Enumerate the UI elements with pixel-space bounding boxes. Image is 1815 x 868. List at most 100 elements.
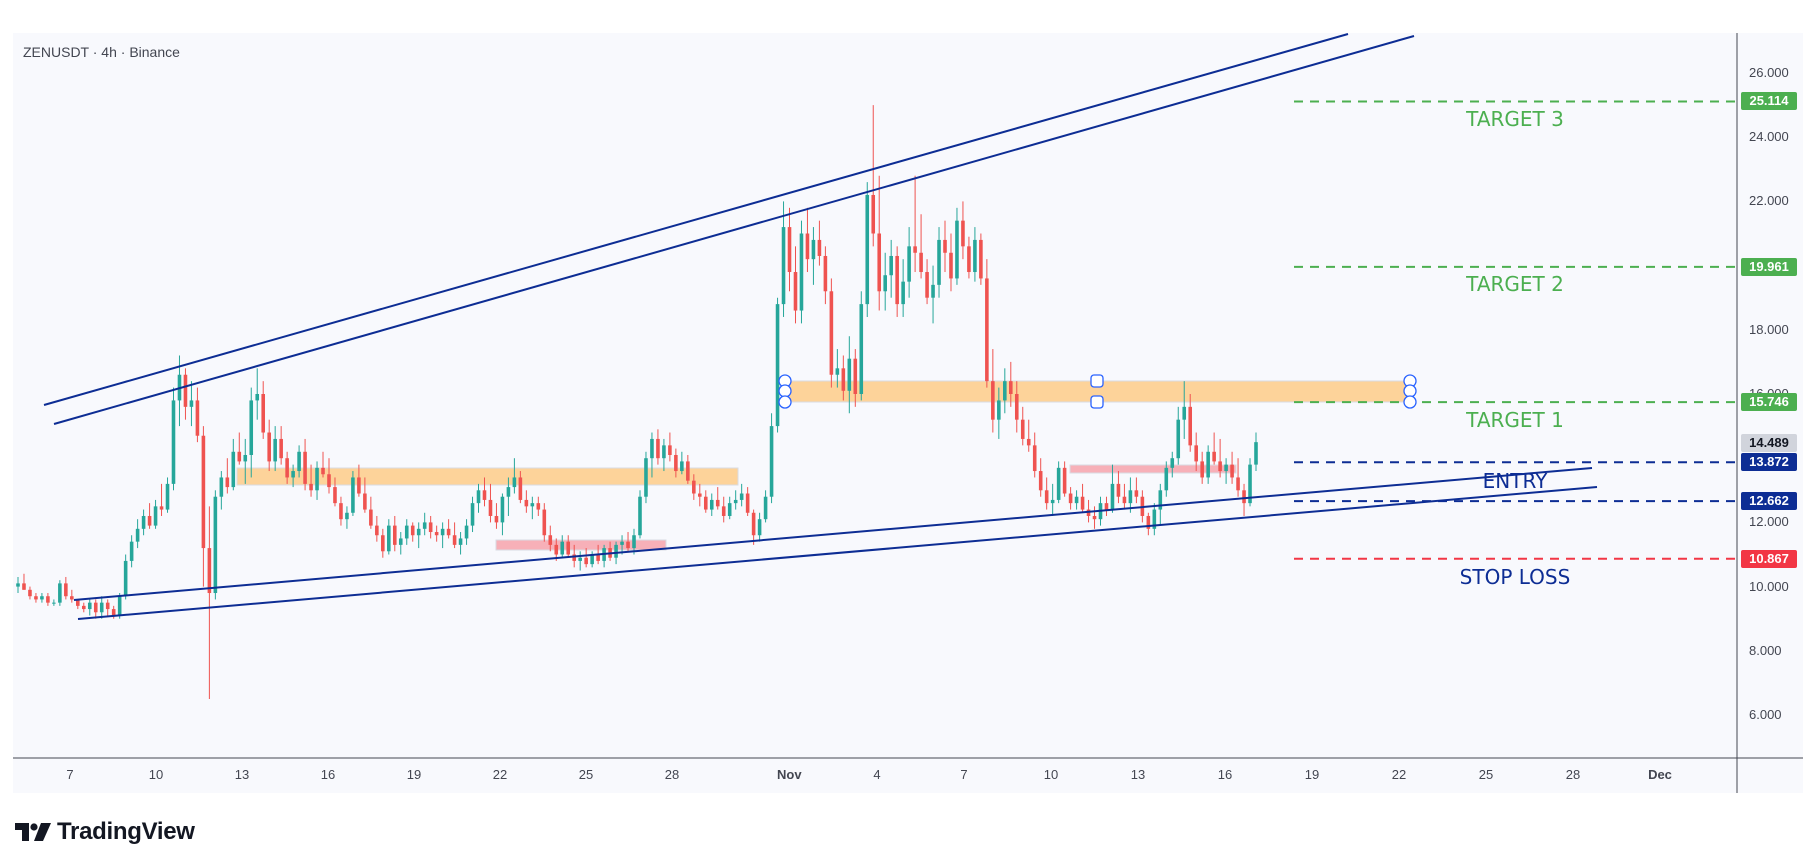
support-zone-right[interactable] bbox=[1069, 464, 1237, 474]
candlesticks bbox=[16, 105, 1258, 699]
candle bbox=[189, 381, 194, 427]
candle bbox=[961, 201, 965, 260]
wedge-upper-2[interactable] bbox=[53, 35, 1415, 425]
candle bbox=[512, 458, 517, 494]
drag-handle-square[interactable] bbox=[1090, 374, 1104, 388]
candle bbox=[464, 519, 469, 545]
drag-handle-square[interactable] bbox=[1090, 395, 1104, 409]
candle bbox=[620, 535, 624, 555]
drag-handle-circle[interactable] bbox=[778, 384, 792, 398]
candle bbox=[488, 483, 493, 523]
drawing-handles[interactable] bbox=[778, 374, 1417, 409]
candle bbox=[751, 509, 756, 545]
candle bbox=[686, 454, 690, 484]
candle bbox=[907, 227, 911, 298]
candle bbox=[889, 239, 893, 298]
candle bbox=[584, 548, 588, 568]
candle bbox=[470, 496, 475, 533]
candle bbox=[997, 387, 1001, 439]
time-tick-label: 13 bbox=[1130, 767, 1146, 782]
price-tag: 14.489 bbox=[1741, 433, 1797, 452]
wedge-lower-1[interactable] bbox=[73, 467, 1593, 601]
candle bbox=[656, 429, 660, 465]
candle bbox=[1236, 458, 1240, 497]
candle bbox=[853, 349, 858, 407]
candle bbox=[530, 496, 535, 520]
candle bbox=[817, 220, 822, 266]
price-tick-label: 18.000 bbox=[1749, 321, 1789, 337]
candle bbox=[207, 506, 212, 699]
drag-handle-circle[interactable] bbox=[1403, 384, 1417, 398]
time-tick-label: 16 bbox=[1217, 767, 1233, 782]
price-tag: 13.872 bbox=[1741, 453, 1797, 472]
candle bbox=[805, 207, 810, 273]
candle bbox=[662, 438, 666, 472]
drag-handle-circle[interactable] bbox=[778, 395, 792, 409]
candle bbox=[392, 515, 397, 552]
zones-layer bbox=[236, 380, 1411, 551]
support-zone-left[interactable] bbox=[495, 539, 667, 551]
candle bbox=[225, 458, 230, 494]
time-tick-label: 22 bbox=[1391, 767, 1407, 782]
time-tick-label: 25 bbox=[1478, 767, 1494, 782]
candle bbox=[1032, 432, 1037, 478]
candle bbox=[865, 182, 870, 317]
candle bbox=[1062, 461, 1067, 497]
candle bbox=[955, 207, 959, 285]
time-tick-label: Nov bbox=[777, 767, 802, 782]
candle bbox=[369, 496, 373, 529]
price-levels[interactable] bbox=[1294, 100, 1737, 560]
price-tick-label: 10.000 bbox=[1749, 578, 1789, 594]
candle bbox=[1116, 471, 1121, 504]
candle bbox=[949, 233, 953, 292]
candle bbox=[644, 451, 648, 504]
candle bbox=[345, 506, 349, 529]
candle bbox=[1182, 381, 1187, 439]
candle bbox=[668, 432, 672, 462]
candle bbox=[159, 483, 164, 516]
candle bbox=[476, 483, 481, 513]
resistance-zone-left[interactable] bbox=[236, 467, 739, 486]
target-1-label: TARGET 1 bbox=[1466, 408, 1564, 432]
candle bbox=[745, 487, 750, 516]
time-tick-label: 19 bbox=[406, 767, 422, 782]
candle bbox=[171, 387, 176, 491]
candle bbox=[578, 551, 582, 571]
price-tag: 12.662 bbox=[1741, 492, 1797, 511]
candle bbox=[52, 599, 56, 606]
wedge-trendlines[interactable] bbox=[43, 33, 1598, 620]
candle bbox=[1080, 483, 1085, 513]
candle bbox=[297, 445, 301, 478]
candle bbox=[859, 291, 864, 401]
drag-handle-circle[interactable] bbox=[1403, 395, 1417, 409]
price-tag: 19.961 bbox=[1741, 257, 1797, 276]
target-3-label: TARGET 3 bbox=[1466, 107, 1564, 131]
candle bbox=[967, 236, 971, 279]
wedge-upper-1[interactable] bbox=[43, 33, 1349, 406]
wedge-lower-2[interactable] bbox=[77, 486, 1598, 620]
candle bbox=[452, 522, 457, 549]
candle bbox=[973, 227, 977, 282]
candle bbox=[22, 573, 26, 590]
candle bbox=[1248, 458, 1252, 507]
candle bbox=[309, 464, 313, 497]
candle bbox=[58, 580, 62, 606]
time-tick-label: 7 bbox=[960, 767, 968, 782]
candle bbox=[763, 490, 768, 523]
candle bbox=[76, 599, 80, 610]
candle bbox=[674, 448, 678, 478]
candle bbox=[1003, 368, 1007, 414]
tradingview-logo[interactable]: TradingView bbox=[15, 818, 195, 846]
candle bbox=[28, 586, 32, 600]
candle bbox=[70, 589, 74, 603]
candle bbox=[291, 464, 295, 488]
candle bbox=[219, 471, 224, 510]
candle bbox=[632, 528, 636, 555]
time-tick-label: 13 bbox=[234, 767, 250, 782]
candle bbox=[943, 220, 947, 273]
candle bbox=[542, 503, 547, 542]
candle bbox=[129, 535, 134, 568]
candle bbox=[243, 438, 248, 484]
candle bbox=[1230, 451, 1234, 484]
